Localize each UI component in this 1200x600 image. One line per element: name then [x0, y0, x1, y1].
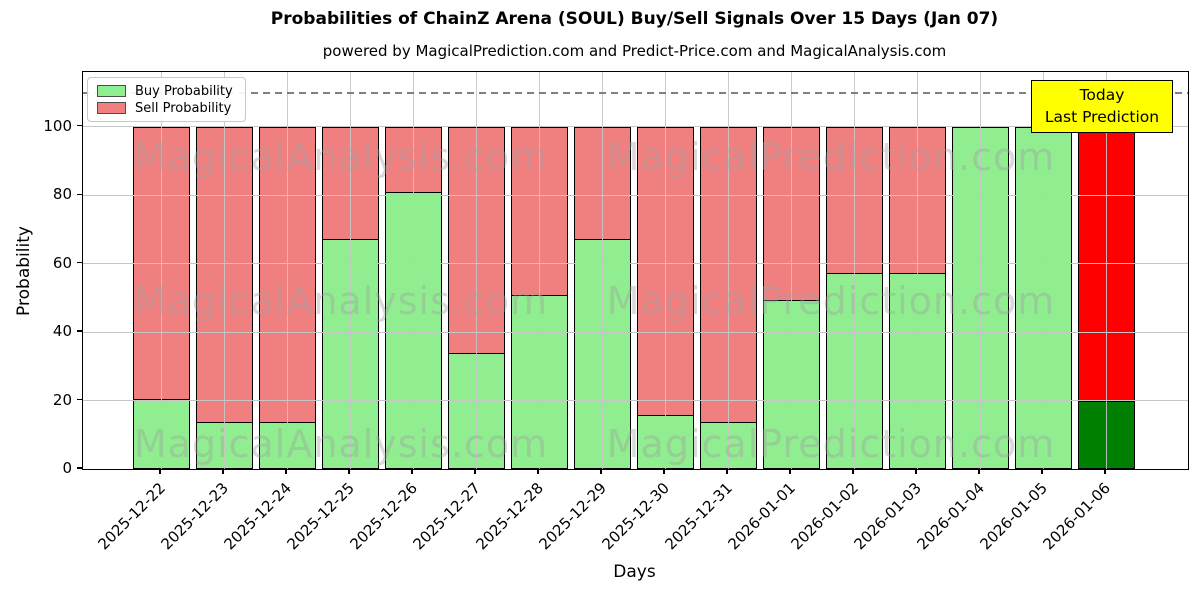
x-tick-label: 2025-12-30 [598, 479, 673, 554]
x-axis-tick [1041, 469, 1043, 475]
x-tick-label: 2025-12-31 [661, 479, 736, 554]
buy-color-swatch [97, 85, 126, 97]
x-tick-label: 2026-01-03 [850, 479, 925, 554]
vertical-gridline [475, 72, 477, 469]
x-tick-label: 2026-01-05 [976, 479, 1051, 554]
today-annotation-line1: Today [1079, 86, 1125, 104]
x-tick-label: 2026-01-06 [1039, 479, 1114, 554]
vertical-gridline [1042, 72, 1044, 469]
x-axis-tick [852, 469, 854, 475]
y-tick-label: 100 [43, 116, 72, 135]
vertical-gridline [916, 72, 918, 469]
chart-subtitle: powered by MagicalPrediction.com and Pre… [322, 42, 947, 60]
y-axis-tick [77, 261, 82, 264]
x-axis-tick [978, 469, 980, 475]
y-axis-tick [77, 193, 82, 195]
vertical-gridline [412, 72, 414, 469]
y-axis-tick [77, 398, 82, 401]
x-tick-label: 2025-12-26 [346, 479, 421, 554]
y-tick-label: 60 [52, 253, 72, 272]
x-axis-tick [915, 469, 917, 475]
x-axis-tick [537, 469, 539, 475]
vertical-gridline [538, 72, 540, 469]
legend-label-sell: Sell Probability [135, 100, 232, 116]
today-annotation-box: Today Last Prediction [1031, 80, 1173, 133]
vertical-gridline [790, 72, 792, 469]
legend-item-sell: Sell Probability [97, 100, 236, 116]
x-axis-tick [285, 469, 287, 475]
horizontal-gridline [83, 263, 1188, 265]
sell-color-swatch [97, 102, 126, 114]
x-axis-tick [411, 469, 413, 475]
watermark-text: MagicalAnalysis.com [133, 422, 549, 466]
x-tick-label: 2025-12-25 [283, 479, 358, 554]
vertical-gridline [1105, 72, 1107, 469]
legend: Buy Probability Sell Probability [87, 77, 246, 122]
x-tick-label: 2025-12-24 [220, 479, 295, 554]
horizontal-gridline [83, 126, 1188, 128]
vertical-gridline [853, 72, 855, 469]
vertical-gridline [979, 72, 981, 469]
x-axis-tick [600, 469, 602, 475]
horizontal-gridline [83, 400, 1188, 402]
y-axis-tick [77, 330, 82, 332]
vertical-gridline [223, 72, 225, 469]
vertical-gridline [601, 72, 603, 469]
chart-title: Probabilities of ChainZ Arena (SOUL) Buy… [270, 9, 999, 29]
y-tick-label: 80 [52, 185, 72, 204]
x-axis-tick [348, 469, 350, 475]
x-axis-tick [789, 469, 791, 475]
horizontal-gridline [83, 331, 1188, 333]
watermark-text: MagicalAnalysis.com [133, 135, 549, 179]
watermark-text: MagicalPrediction.com [606, 279, 1056, 323]
plot-area: MagicalAnalysis.com MagicalPrediction.com… [82, 71, 1189, 470]
x-axis-tick [663, 469, 665, 475]
legend-label-buy: Buy Probability [135, 83, 233, 99]
x-axis-tick [474, 469, 476, 475]
legend-item-buy: Buy Probability [97, 83, 236, 99]
y-tick-label: 20 [52, 390, 72, 409]
y-tick-label: 0 [62, 459, 72, 477]
vertical-gridline [349, 72, 351, 469]
x-tick-label: 2026-01-04 [913, 479, 988, 554]
watermark-text: MagicalPrediction.com [606, 135, 1056, 179]
watermark-text: MagicalPrediction.com [606, 422, 1056, 466]
x-tick-label: 2026-01-02 [787, 479, 862, 554]
x-axis-label: Days [613, 562, 656, 582]
vertical-gridline [286, 72, 288, 469]
x-tick-label: 2025-12-23 [157, 479, 232, 554]
today-annotation-line2: Last Prediction [1044, 108, 1160, 127]
x-tick-label: 2026-01-01 [724, 479, 799, 554]
x-axis-tick [222, 469, 224, 475]
x-axis-tick [726, 469, 728, 475]
vertical-gridline [160, 72, 162, 469]
y-tick-label: 40 [52, 322, 72, 341]
x-tick-label: 2025-12-27 [409, 479, 484, 554]
x-axis-tick [159, 469, 161, 475]
x-tick-label: 2025-12-29 [535, 479, 610, 554]
x-tick-label: 2025-12-22 [94, 479, 169, 554]
x-tick-label: 2025-12-28 [472, 479, 547, 554]
horizontal-gridline [83, 194, 1188, 196]
x-axis-tick [1104, 469, 1106, 475]
watermark-text: MagicalAnalysis.com [133, 279, 549, 323]
dashed-reference-line [83, 91, 1188, 94]
y-axis-tick [77, 125, 82, 127]
vertical-gridline [664, 72, 666, 469]
y-axis-tick [77, 467, 82, 469]
vertical-gridline [727, 72, 729, 469]
